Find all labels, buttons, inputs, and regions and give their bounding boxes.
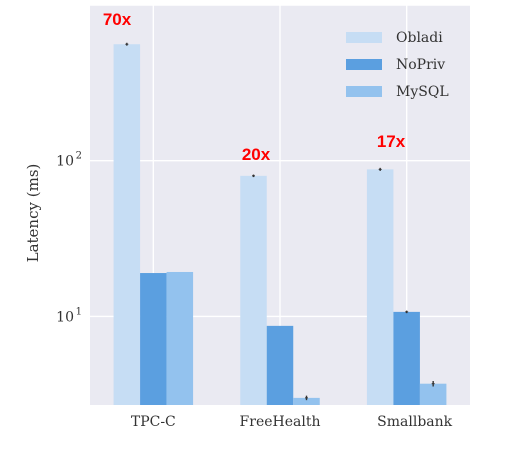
- bar-obladi-smallbank: [366, 169, 394, 405]
- bar-obladi-freehealth: [240, 175, 267, 405]
- x-tick-label: FreeHealth: [240, 414, 321, 430]
- bar-nopriv-tpc-c: [140, 273, 167, 405]
- ratio-annotation: 70x: [103, 10, 132, 29]
- legend-swatch: [346, 59, 382, 70]
- legend-label: MySQL: [396, 84, 449, 100]
- ratio-annotation: 20x: [242, 145, 271, 164]
- x-tick-label: TPC-C: [131, 414, 176, 430]
- legend-label: NoPriv: [396, 57, 445, 73]
- legend-item: Obladi: [346, 30, 443, 46]
- legend: Obladi NoPriv MySQL: [346, 30, 449, 100]
- bar-nopriv-freehealth: [266, 325, 294, 405]
- legend-swatch: [346, 32, 382, 43]
- y-tick-base: 10: [56, 154, 74, 170]
- x-tick-label: Smallbank: [377, 414, 452, 430]
- legend-swatch: [346, 86, 382, 97]
- bar-mysql-smallbank: [419, 383, 447, 405]
- y-axis-label: Latency (ms): [24, 164, 42, 263]
- y-tick-exponent: 1: [76, 306, 82, 317]
- bars: [113, 42, 447, 406]
- ratio-annotation: 17x: [377, 132, 406, 151]
- y-tick-exponent: 2: [76, 151, 82, 162]
- bar-mysql-freehealth: [293, 397, 320, 405]
- legend-item: NoPriv: [346, 57, 445, 73]
- y-tick-label: 10 1: [56, 306, 82, 325]
- bar-nopriv-smallbank: [393, 311, 420, 405]
- y-tick-base: 10: [56, 309, 74, 325]
- legend-label: Obladi: [396, 30, 443, 46]
- y-tick-label: 10 2: [56, 151, 82, 170]
- legend-item: MySQL: [346, 84, 449, 100]
- annotations: 70x 20x 17x: [103, 10, 406, 164]
- bar-mysql-tpc-c: [166, 271, 194, 405]
- bar-obladi-tpc-c: [113, 44, 141, 406]
